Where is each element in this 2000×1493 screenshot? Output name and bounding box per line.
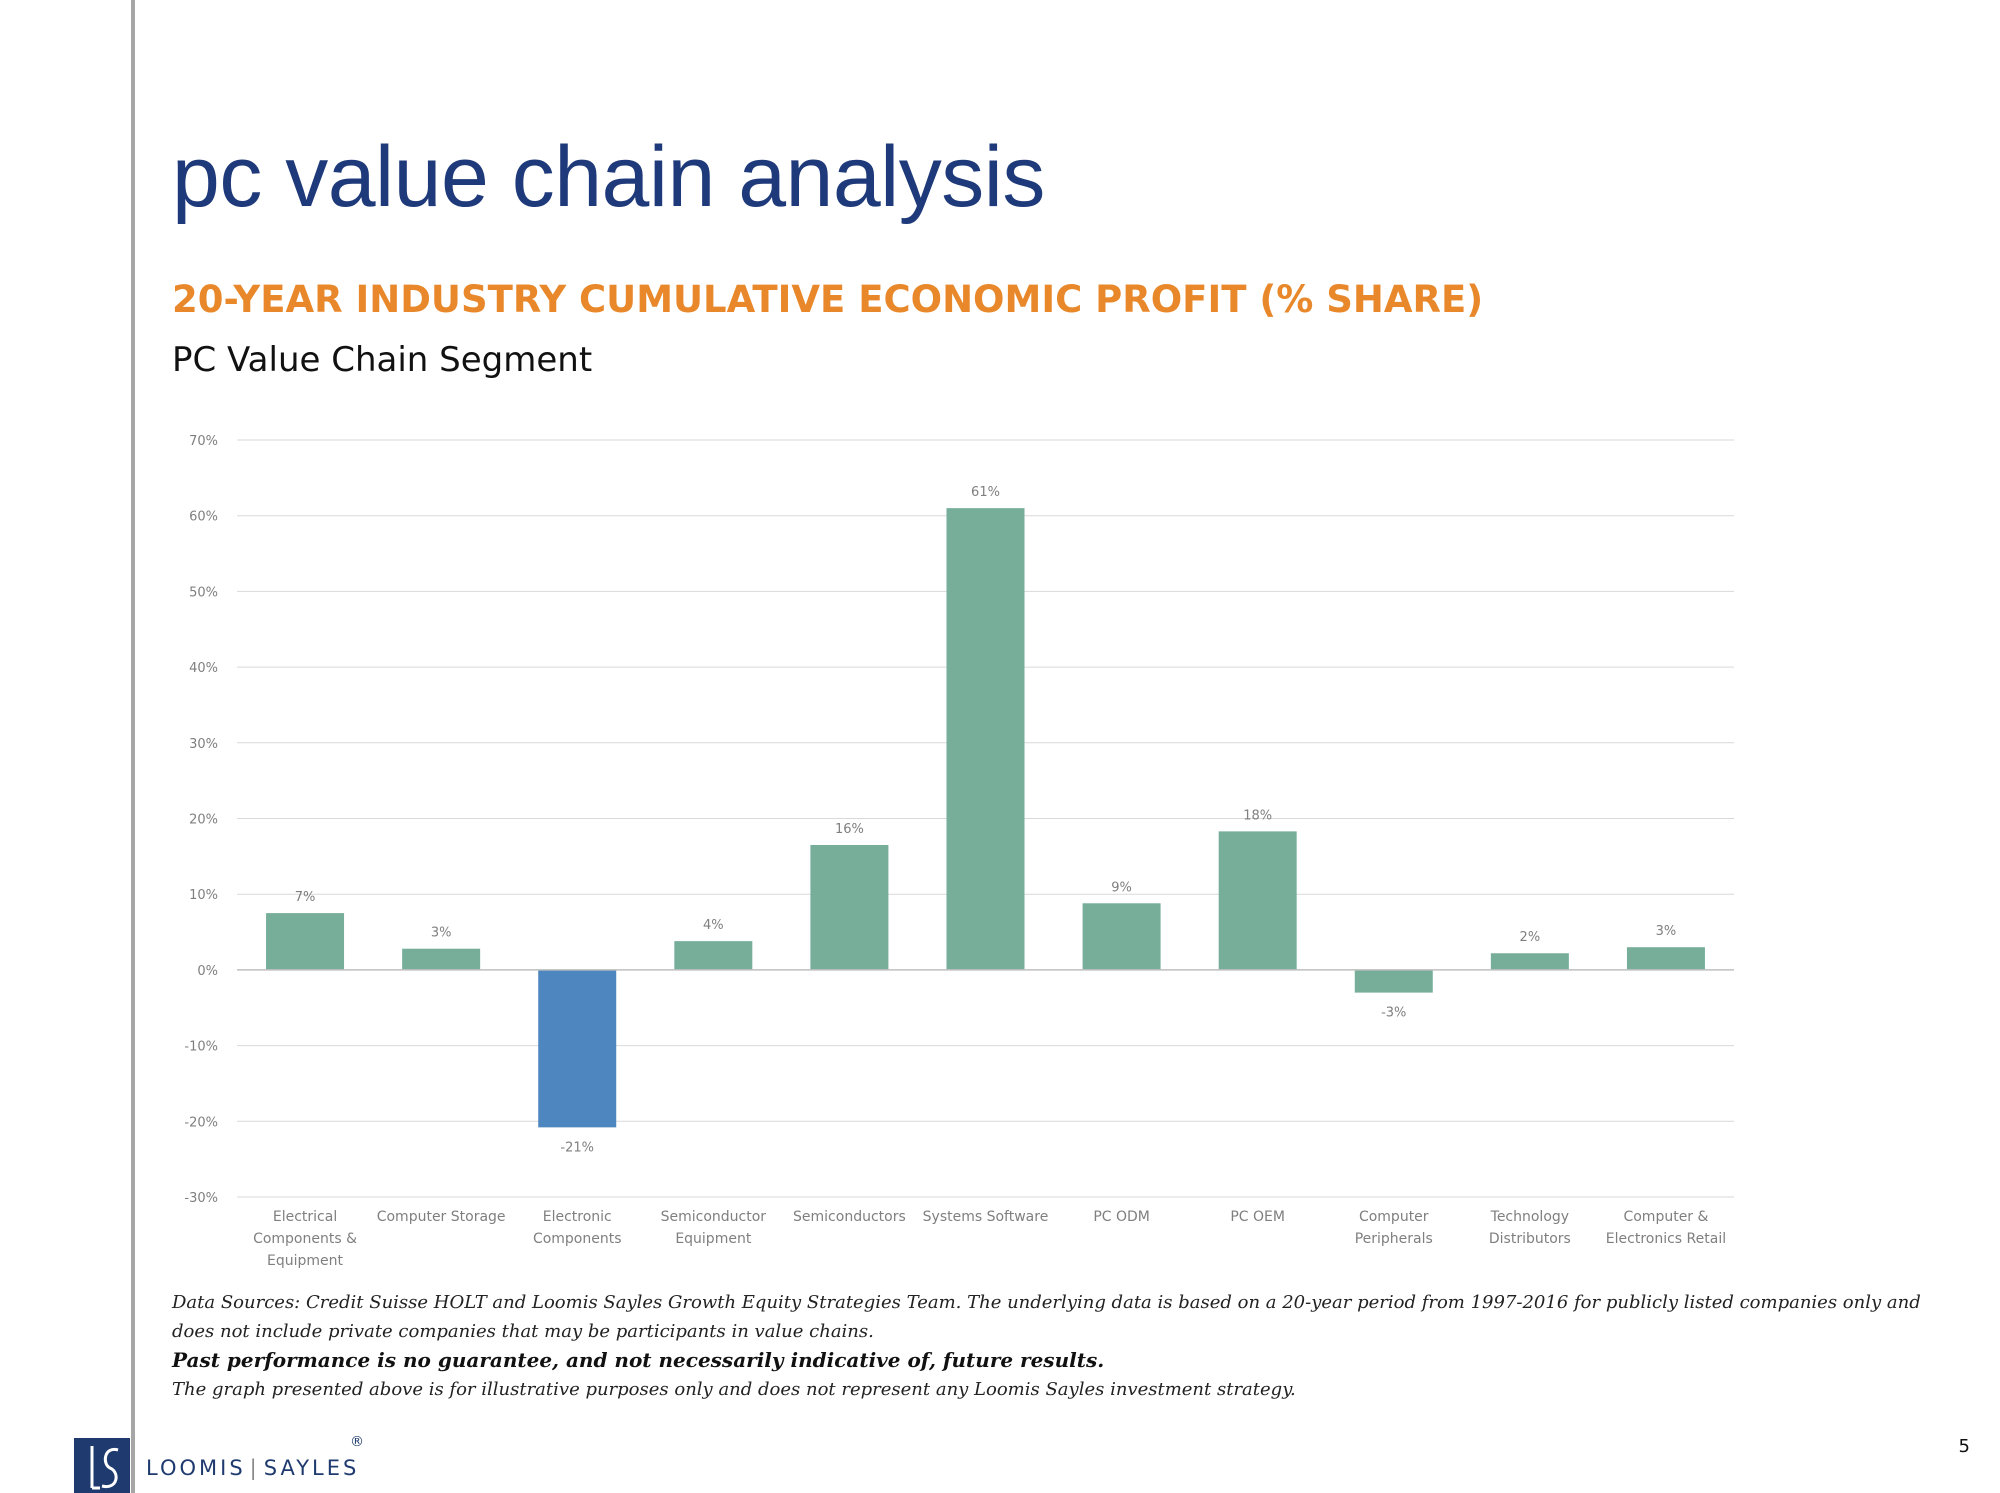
x-tick-label: Components & [253,1231,357,1247]
x-tick-label: PC OEM [1230,1209,1285,1225]
registered-mark: ® [350,1434,364,1450]
data-label: 7% [295,890,316,905]
bar [1082,903,1161,970]
left-accent-rule [131,0,135,1493]
y-axis-ticks: -30% -20% -10% 0% 10% 20% 30% 40% 50% 60% 70% [184,434,218,1206]
logo-name-left: LOOMIS [146,1456,246,1480]
x-tick-label: Components [533,1231,622,1247]
bar [1354,969,1433,993]
data-label: -3% [1381,1006,1406,1021]
x-tick-label: Computer [1359,1209,1429,1225]
footnotes: Data Sources: Credit Suisse HOLT and Loo… [172,1288,1942,1404]
data-sources-note: Data Sources: Credit Suisse HOLT and Loo… [172,1292,1921,1342]
y-tick-label: -30% [184,1191,218,1206]
x-tick-label: Electronic [543,1209,612,1225]
data-label: 3% [1656,924,1677,939]
bar [1490,953,1569,970]
x-tick-label: Distributors [1489,1231,1571,1247]
data-label: 18% [1243,808,1272,823]
y-tick-label: 50% [189,585,218,600]
y-tick-label: 30% [189,737,218,752]
bar [538,969,617,1128]
bar [1626,947,1705,970]
y-tick-label: 60% [189,510,218,525]
x-axis-labels: Electrical Components & Equipment Computer … [253,1209,1726,1269]
performance-disclaimer: Past performance is no guarantee, and no… [172,1348,1105,1372]
data-labels: 7% 3% -21% 4% 16% 61% 9% 18% -3% 2% 3% [295,485,1677,1155]
illustrative-note: The graph presented above is for illustr… [172,1379,1296,1400]
data-label: 2% [1520,930,1541,945]
x-tick-label: Equipment [267,1253,344,1269]
bar [674,941,753,970]
x-tick-label: Technology [1490,1209,1569,1225]
bars [266,508,1705,1128]
data-label: 3% [431,926,452,941]
bar [946,508,1025,970]
data-label: 16% [835,822,864,837]
x-tick-label: Systems Software [923,1209,1049,1225]
bar [402,948,481,970]
x-tick-label: Semiconductor [661,1209,767,1225]
loomis-sayles-logo-text: LOOMIS | SAYLES [146,1456,359,1480]
x-tick-label: Electrical [273,1209,337,1225]
x-tick-label: Peripherals [1355,1231,1433,1247]
logo-separator: | [249,1456,260,1480]
bar [810,844,889,970]
data-label: 9% [1111,880,1132,895]
x-tick-label: Computer & [1623,1209,1708,1225]
x-tick-label: Computer Storage [377,1209,506,1225]
data-label: -21% [560,1140,594,1155]
bar [266,913,345,970]
data-label: 4% [703,918,724,933]
slide-title: pc value chain analysis [172,129,1045,225]
bar-chart: -30% -20% -10% 0% 10% 20% 30% 40% 50% 60% 70% 7% 3%… [184,434,1734,1269]
x-tick-label: Equipment [675,1231,752,1247]
y-tick-label: 20% [189,813,218,828]
segment-label: PC Value Chain Segment [172,340,593,380]
data-label: 61% [971,485,1000,500]
page-number: 5 [1958,1436,1970,1457]
x-tick-label: Electronics Retail [1606,1231,1726,1247]
x-tick-label: PC ODM [1093,1209,1150,1225]
y-tick-label: 40% [189,661,218,676]
x-tick-label: Semiconductors [793,1209,906,1225]
logo-name-right: SAYLES [263,1456,360,1480]
y-tick-label: 0% [197,964,218,979]
chart-subtitle: 20-YEAR INDUSTRY CUMULATIVE ECONOMIC PRO… [172,278,1484,321]
y-tick-label: 70% [189,434,218,449]
y-tick-label: -20% [184,1115,218,1130]
y-tick-label: 10% [189,888,218,903]
loomis-sayles-logo-mark [74,1438,130,1493]
y-tick-label: -10% [184,1040,218,1055]
bar [1218,831,1297,970]
